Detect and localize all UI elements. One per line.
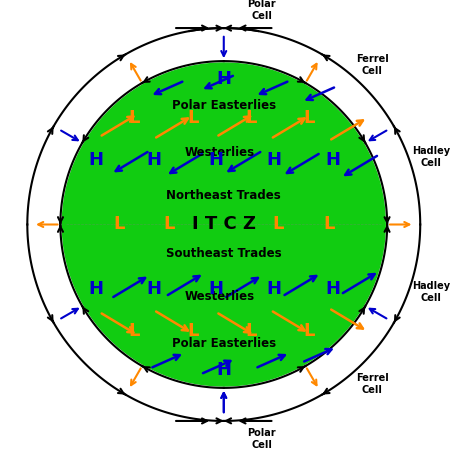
Text: Westerlies: Westerlies: [185, 290, 255, 303]
Text: Ferrel
Cell: Ferrel Cell: [356, 54, 389, 76]
Text: L: L: [129, 109, 140, 127]
Text: L: L: [323, 216, 334, 233]
Text: Westerlies: Westerlies: [185, 146, 255, 159]
Text: L: L: [245, 322, 257, 340]
Text: H: H: [325, 280, 340, 298]
Text: Hadley
Cell: Hadley Cell: [412, 281, 450, 303]
Text: Polar Easterlies: Polar Easterlies: [172, 337, 276, 350]
Text: Polar
Cell: Polar Cell: [247, 0, 276, 21]
Text: L: L: [164, 216, 175, 233]
Text: H: H: [146, 151, 161, 169]
Text: L: L: [272, 216, 284, 233]
Text: H: H: [267, 280, 282, 298]
Text: L: L: [113, 216, 124, 233]
Text: Northeast Trades: Northeast Trades: [166, 189, 281, 202]
Text: H: H: [209, 151, 224, 169]
Text: L: L: [303, 322, 315, 340]
Text: Polar Easterlies: Polar Easterlies: [172, 99, 276, 112]
Text: H: H: [209, 280, 224, 298]
Text: L: L: [187, 109, 198, 127]
Text: H: H: [88, 151, 103, 169]
Text: L: L: [129, 322, 140, 340]
Text: H: H: [88, 280, 103, 298]
Text: L: L: [245, 109, 257, 127]
Text: H: H: [325, 151, 340, 169]
Text: Ferrel
Cell: Ferrel Cell: [356, 373, 389, 395]
Text: Southeast Trades: Southeast Trades: [166, 247, 281, 260]
Text: Polar
Cell: Polar Cell: [247, 428, 276, 449]
Text: L: L: [303, 109, 315, 127]
Text: H: H: [216, 361, 231, 379]
Text: Hadley
Cell: Hadley Cell: [412, 146, 450, 168]
Text: H: H: [267, 151, 282, 169]
Text: I T C Z: I T C Z: [192, 216, 256, 233]
Text: L: L: [187, 322, 198, 340]
Text: H: H: [146, 280, 161, 298]
Text: H: H: [216, 70, 231, 88]
Circle shape: [62, 63, 385, 386]
